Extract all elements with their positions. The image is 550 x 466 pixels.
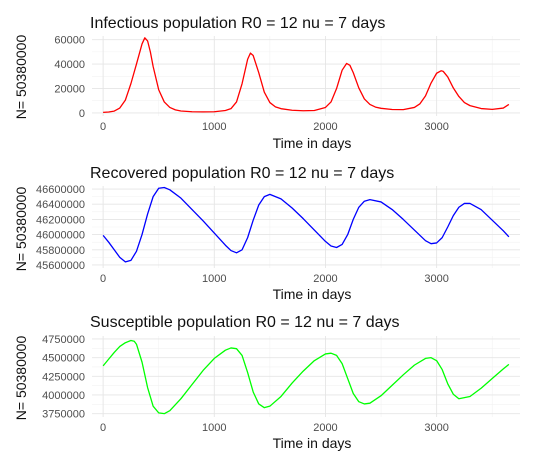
- y-tick-label: 60000: [54, 35, 85, 47]
- chart-title: Recovered population R0 = 12 nu = 7 days: [90, 165, 394, 182]
- y-tick-label: 4250000: [42, 371, 85, 383]
- y-axis-label: N= 50380000: [13, 336, 29, 421]
- y-tick-labels: 3750000 4000000 4250000 4500000 4750000: [42, 334, 85, 421]
- y-tick-label: 46000000: [36, 230, 85, 242]
- x-tick-label: 1000: [202, 121, 226, 133]
- series-layer: [103, 37, 510, 113]
- x-tick-label: 1000: [202, 422, 226, 434]
- y-tick-label: 46400000: [36, 199, 85, 211]
- x-axis-label: Time in days: [273, 435, 352, 451]
- x-tick-label: 0: [100, 273, 106, 285]
- y-axis-label: N= 50380000: [13, 35, 29, 120]
- series-layer: [102, 186, 510, 263]
- x-tick-label: 3000: [424, 121, 448, 133]
- x-axis-label: Time in days: [273, 286, 352, 302]
- y-tick-label: 0: [79, 108, 85, 120]
- x-tick-label: 3000: [424, 422, 448, 434]
- x-axis-label: Time in days: [273, 135, 352, 151]
- gridlines: [92, 186, 520, 268]
- x-tick-labels: 0 1000 2000 3000: [100, 273, 449, 285]
- series-line-infectious: [103, 37, 510, 113]
- y-tick-label: 20000: [54, 84, 85, 96]
- y-tick-label: 46600000: [36, 184, 85, 196]
- series-line-recovered: [102, 186, 510, 263]
- y-tick-label: 40000: [54, 59, 85, 71]
- y-tick-label: 45800000: [36, 245, 85, 257]
- y-tick-label: 3750000: [42, 409, 85, 421]
- y-tick-labels: 0 20000 40000 60000: [54, 35, 85, 120]
- y-axis-label: N= 50380000: [13, 187, 29, 272]
- y-tick-label: 4000000: [42, 390, 85, 402]
- chart-title: Infectious population R0 = 12 nu = 7 day…: [90, 15, 385, 32]
- gridlines: [92, 336, 520, 417]
- x-tick-label: 1000: [202, 273, 226, 285]
- y-tick-label: 45600000: [36, 260, 85, 272]
- series-line-susceptible: [102, 339, 510, 415]
- chart-panel-recovered: Recovered population R0 = 12 nu = 7 days…: [13, 165, 520, 302]
- y-tick-labels: 45600000 45800000 46000000 46200000 46400000…: [36, 184, 85, 272]
- x-tick-labels: 0 1000 2000 3000: [100, 422, 449, 434]
- chart-title: Susceptible population R0 = 12 nu = 7 da…: [90, 314, 400, 331]
- x-tick-label: 2000: [313, 422, 337, 434]
- y-tick-label: 4750000: [42, 334, 85, 346]
- x-tick-labels: 0 1000 2000 3000: [100, 121, 449, 133]
- x-tick-label: 0: [100, 422, 106, 434]
- x-tick-label: 0: [100, 121, 106, 133]
- y-tick-label: 4500000: [42, 353, 85, 365]
- x-tick-label: 3000: [424, 273, 448, 285]
- chart-panel-infectious: Infectious population R0 = 12 nu = 7 day…: [13, 15, 520, 151]
- y-tick-label: 46200000: [36, 214, 85, 226]
- series-layer: [102, 339, 510, 415]
- x-tick-label: 2000: [313, 121, 337, 133]
- gridlines: [92, 36, 520, 116]
- x-tick-label: 2000: [313, 273, 337, 285]
- chart-panel-susceptible: Susceptible population R0 = 12 nu = 7 da…: [13, 314, 520, 451]
